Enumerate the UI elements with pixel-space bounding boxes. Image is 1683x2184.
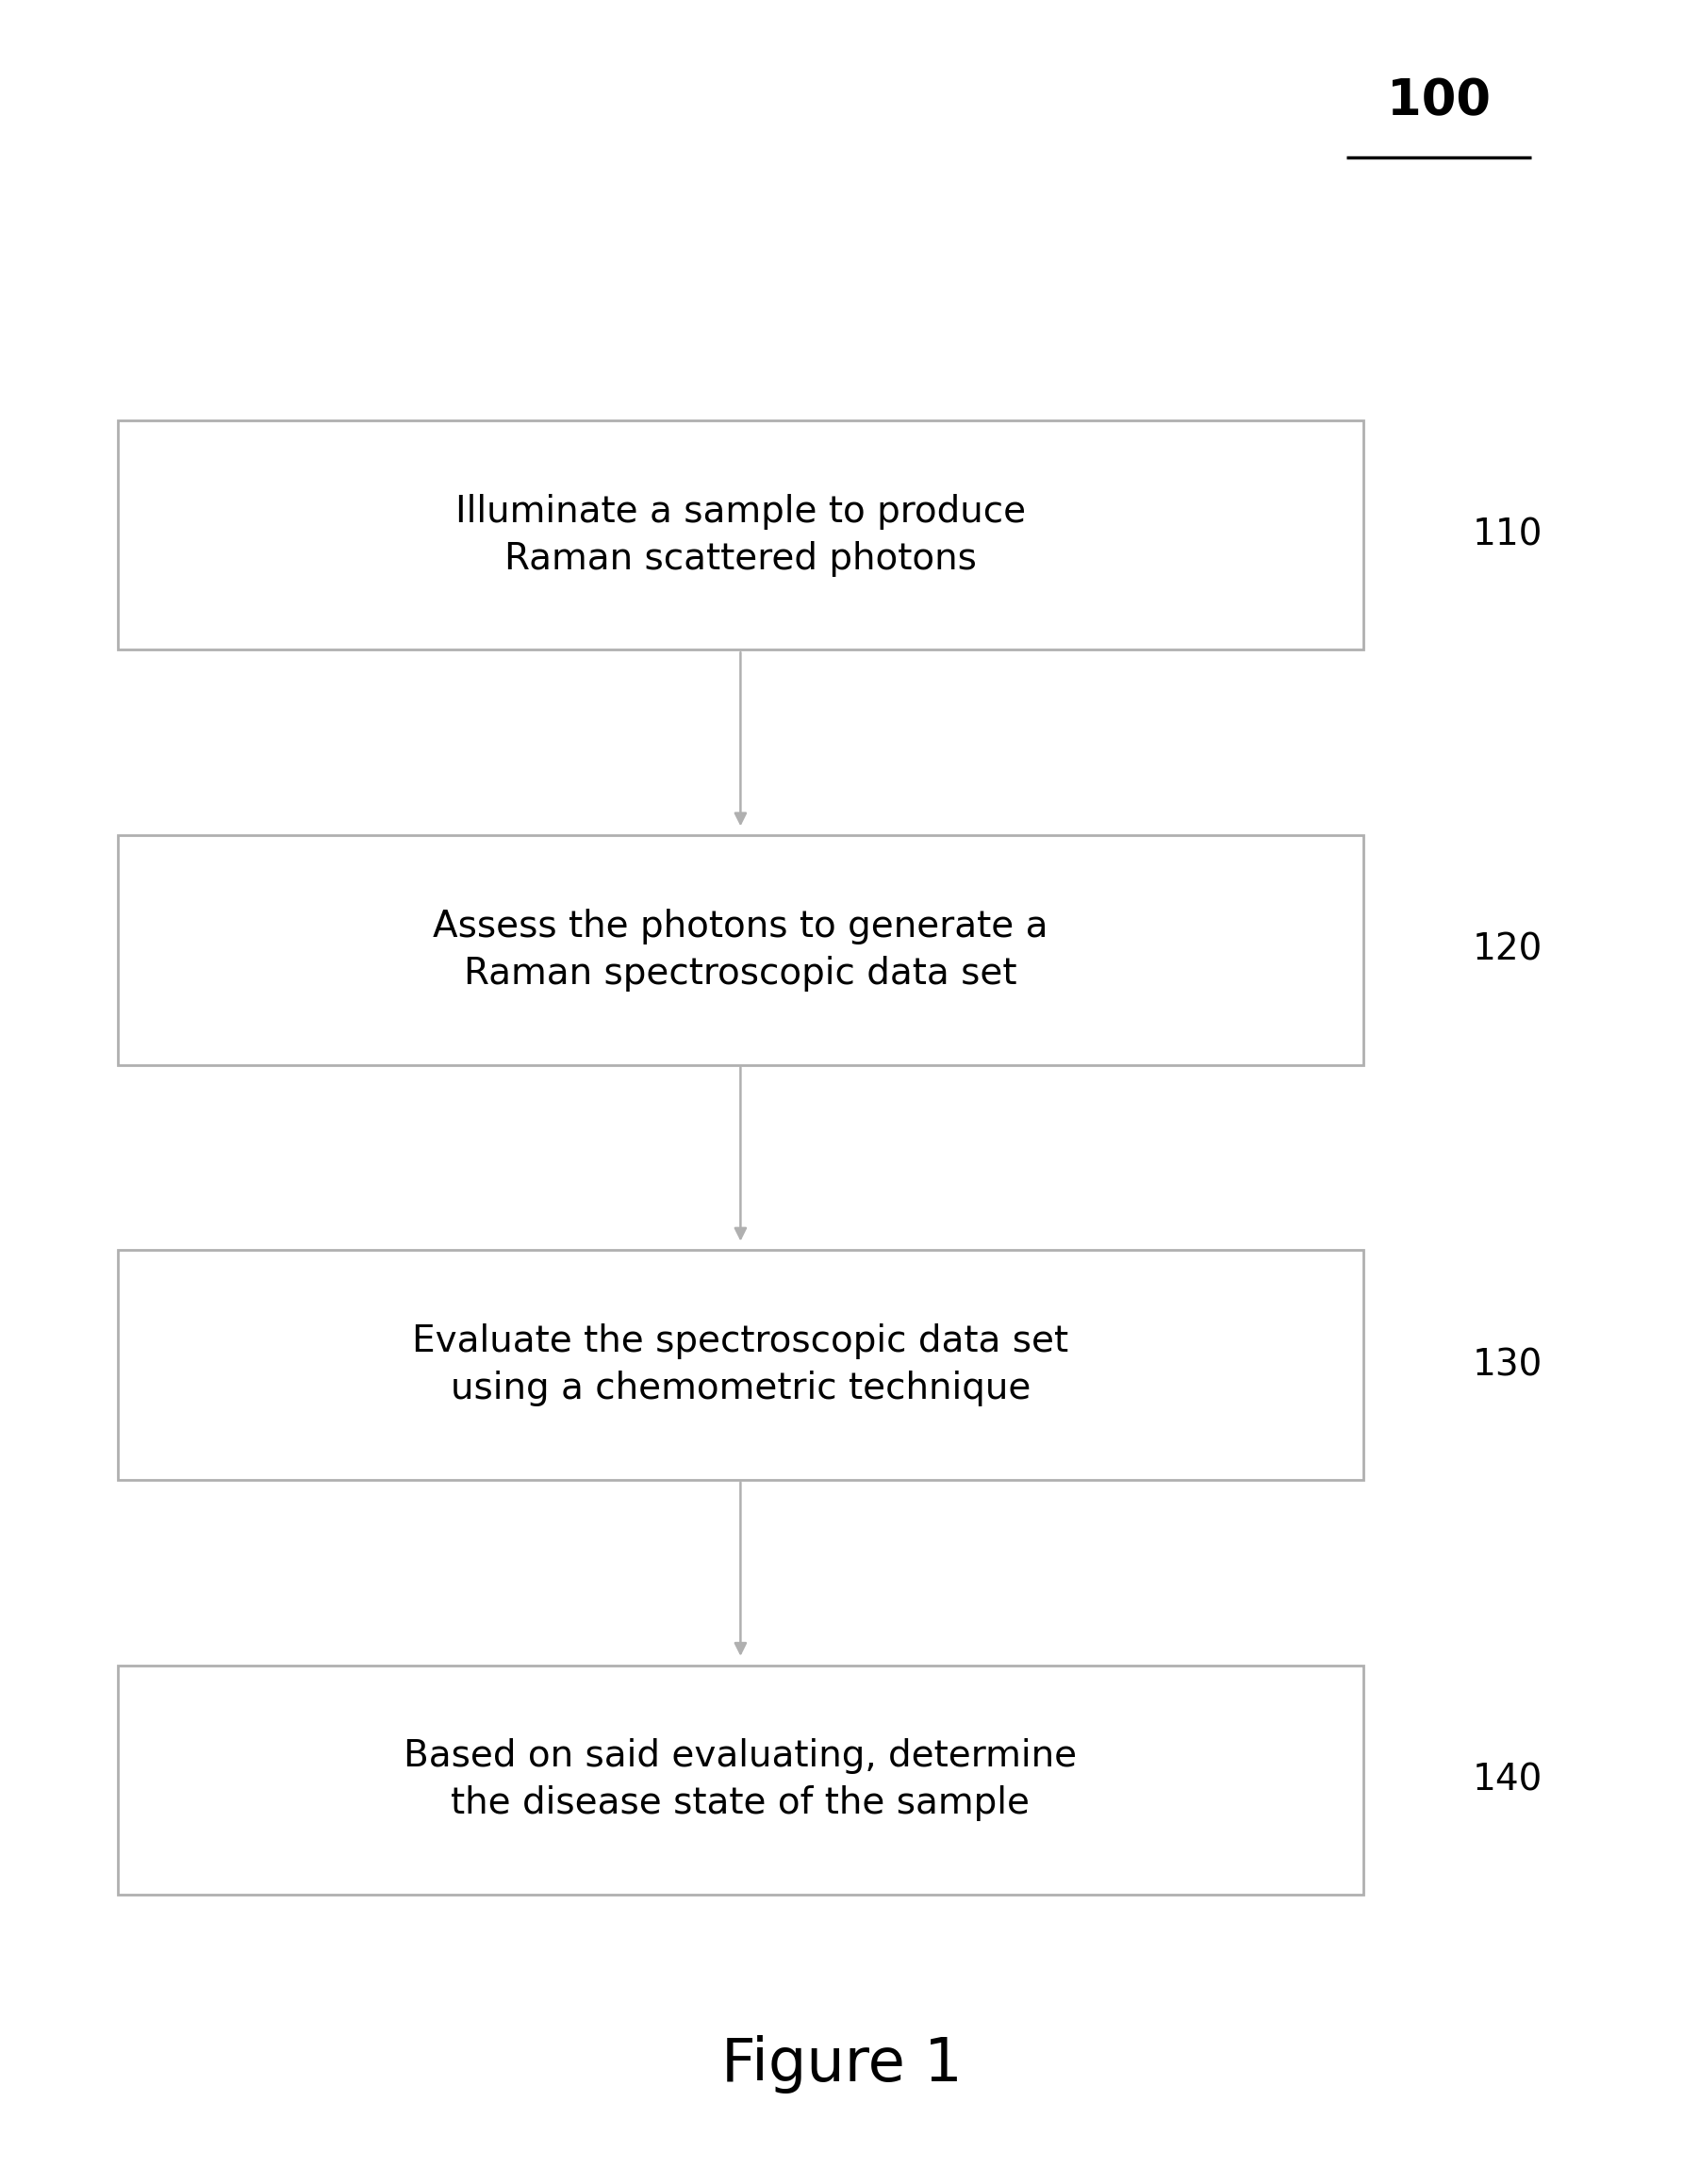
Text: Illuminate a sample to produce
Raman scattered photons: Illuminate a sample to produce Raman sca… <box>454 494 1027 577</box>
Text: 100: 100 <box>1387 76 1491 124</box>
FancyBboxPatch shape <box>118 419 1363 651</box>
FancyBboxPatch shape <box>118 1664 1363 1894</box>
Text: 110: 110 <box>1473 518 1543 553</box>
FancyBboxPatch shape <box>118 1249 1363 1481</box>
Text: Figure 1: Figure 1 <box>720 2035 963 2092</box>
Text: Assess the photons to generate a
Raman spectroscopic data set: Assess the photons to generate a Raman s… <box>433 909 1049 992</box>
Text: 130: 130 <box>1473 1348 1543 1382</box>
Text: 140: 140 <box>1473 1762 1543 1797</box>
Text: Based on said evaluating, determine
the disease state of the sample: Based on said evaluating, determine the … <box>404 1738 1077 1821</box>
Text: 120: 120 <box>1473 933 1543 968</box>
FancyBboxPatch shape <box>118 836 1363 1066</box>
Text: Evaluate the spectroscopic data set
using a chemometric technique: Evaluate the spectroscopic data set usin… <box>412 1324 1069 1406</box>
